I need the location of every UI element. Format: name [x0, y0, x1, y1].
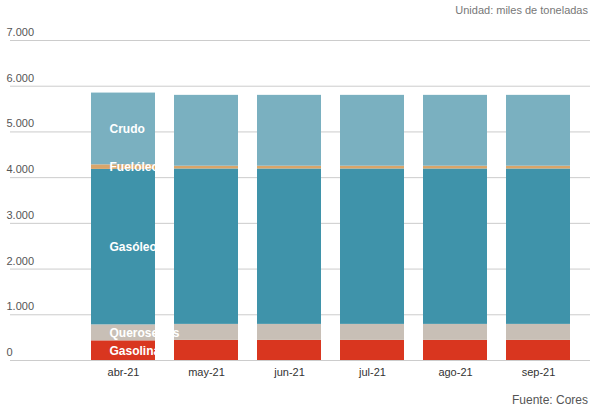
html-text:Unidad: miles de toneladas: Unidad: miles de toneladas [455, 4, 588, 16]
svg-text:Fuelóleos: Fuelóleos [110, 160, 166, 174]
svg-text:Gasolinas: Gasolinas [110, 344, 168, 358]
svg-text:7.000: 7.000 [7, 26, 35, 38]
svg-text:may-21: may-21 [188, 366, 225, 378]
html-text:Fuente: Cores: Fuente: Cores [512, 393, 588, 407]
svg-text:sep-21: sep-21 [522, 366, 556, 378]
svg-text:jun-21: jun-21 [273, 366, 305, 378]
svg-text:1.000: 1.000 [7, 300, 35, 312]
svg-text:Gasóleos: Gasóleos [110, 240, 164, 254]
svg-text:2.000: 2.000 [7, 255, 35, 267]
svg-text:5.000: 5.000 [7, 117, 35, 129]
svg-text:0: 0 [7, 346, 13, 358]
svg-text:Querosenos: Querosenos [110, 326, 180, 340]
svg-text:3.000: 3.000 [7, 209, 35, 221]
svg-text:jul-21: jul-21 [358, 366, 386, 378]
svg-text:4.000: 4.000 [7, 163, 35, 175]
svg-text:abr-21: abr-21 [108, 366, 140, 378]
svg-text:6.000: 6.000 [7, 72, 35, 84]
svg-text:Crudo: Crudo [110, 122, 145, 136]
svg-text:ago-21: ago-21 [438, 366, 472, 378]
